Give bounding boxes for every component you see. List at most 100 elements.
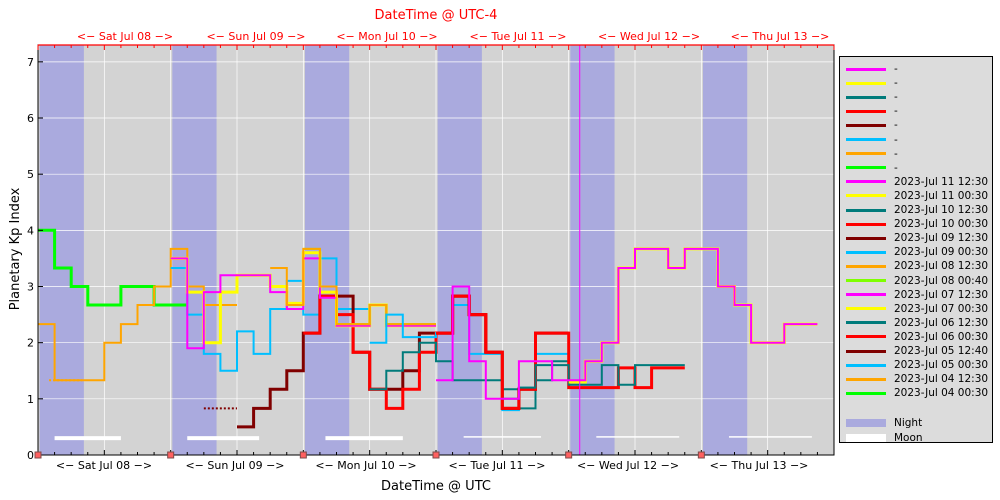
legend-swatch [846, 123, 886, 127]
legend-label: 2023-Jul 09 00:30 [894, 246, 989, 259]
legend-label: 2023-Jul 11 12:30 [894, 175, 989, 188]
legend-swatch [846, 264, 886, 268]
day-marker [697, 451, 705, 459]
legend-entry: 2023-Jul 05 12:40 [846, 344, 988, 358]
bottom-day-labels: <− Sat Jul 08 −> <− Sun Jul 09 −> <− Mon… [56, 459, 808, 472]
moon-bar [463, 436, 542, 438]
legend-label: 2023-Jul 06 00:30 [894, 330, 989, 343]
legend-entry: - [846, 161, 898, 175]
legend-swatch [846, 433, 886, 442]
top-day-label: <− Mon Jul 10 −> [336, 30, 437, 43]
night-band [39, 45, 84, 455]
y-tick-label: 2 [27, 337, 34, 350]
y-tick-label: 7 [27, 56, 34, 69]
legend-entry: - [846, 147, 898, 161]
legend-label: - [894, 133, 898, 146]
legend-swatch [846, 279, 886, 282]
legend-entry: 2023-Jul 09 00:30 [846, 245, 988, 259]
legend-swatch [846, 293, 886, 297]
y-tick-label: 5 [27, 168, 34, 181]
legend-entry: 2023-Jul 05 00:30 [846, 358, 988, 372]
bottom-day-label: <− Mon Jul 10 −> [315, 459, 416, 472]
legend-entry: 2023-Jul 09 12:30 [846, 231, 988, 245]
legend-swatch [846, 166, 886, 170]
top-day-label: <− Wed Jul 12 −> [598, 30, 700, 43]
series-line [270, 247, 436, 326]
legend-swatch [846, 109, 886, 113]
legend-label: 2023-Jul 05 00:30 [894, 359, 989, 372]
series-line [436, 247, 818, 400]
moon-bar [187, 436, 260, 441]
legend-swatch [846, 349, 886, 353]
legend-label: - [894, 161, 898, 174]
bottom-day-label: <− Thu Jul 13 −> [710, 459, 809, 472]
legend-swatch [846, 194, 886, 198]
legend-entry: 2023-Jul 11 12:30 [846, 175, 988, 189]
legend-entry: 2023-Jul 04 12:30 [846, 372, 988, 386]
legend-label: 2023-Jul 05 12:40 [894, 345, 989, 357]
legend-entry: - [846, 118, 898, 132]
legend-swatch [846, 321, 886, 325]
legend-swatch [846, 250, 886, 254]
legend-label: 2023-Jul 09 12:30 [894, 232, 989, 245]
legend-entry: - [846, 76, 898, 90]
legend-swatch [846, 307, 886, 311]
day-marker [432, 451, 440, 459]
top-day-label: <− Thu Jul 13 −> [731, 30, 830, 43]
y-axis-label: Planetary Kp Index [8, 187, 23, 310]
legend-entry: - [846, 133, 898, 147]
top-day-label: <− Sun Jul 09 −> [206, 30, 305, 43]
moon-bar [728, 436, 812, 438]
night-band [570, 45, 615, 455]
legend-swatch [846, 363, 886, 367]
legend-entry: 2023-Jul 08 00:40 [846, 274, 988, 288]
legend-swatch [846, 377, 886, 381]
moon-bar [596, 436, 680, 438]
legend-swatch [846, 222, 886, 226]
legend-entry: 2023-Jul 10 12:30 [846, 203, 988, 217]
legend-swatch [846, 67, 886, 71]
day-marker [299, 451, 307, 459]
legend-swatch [846, 419, 886, 428]
legend-swatch [846, 138, 886, 141]
legend-label: Night [894, 417, 923, 430]
y-tick-label: 4 [27, 224, 34, 237]
series-line [38, 247, 237, 382]
top-axis-title: DateTime @ UTC-4 [375, 8, 498, 23]
legend-label: - [894, 77, 898, 90]
moon-bar [325, 436, 403, 441]
legend-label: 2023-Jul 04 00:30 [894, 387, 989, 400]
legend-label: 2023-Jul 06 12:30 [894, 316, 989, 329]
night-band [172, 45, 217, 455]
y-tick-label: 1 [27, 393, 34, 406]
y-tick-label: 0 [27, 449, 34, 462]
day-marker [565, 451, 573, 459]
legend-label: - [894, 63, 898, 75]
series-line [502, 364, 685, 400]
x-axis-label: DateTime @ UTC [381, 479, 491, 494]
y-tick-label: 6 [27, 112, 34, 125]
legend-label: - [894, 91, 898, 104]
legend-label: - [894, 119, 898, 132]
series-line [369, 341, 569, 410]
legend-swatch [846, 391, 886, 395]
legend-label: 2023-Jul 07 00:30 [894, 302, 989, 315]
legend-label: 2023-Jul 07 12:30 [894, 288, 989, 301]
legend-entry: 2023-Jul 10 00:30 [846, 217, 988, 231]
legend-label: 2023-Jul 08 12:30 [894, 260, 989, 273]
moon-bar [54, 436, 121, 441]
legend-entry: 2023-Jul 08 12:30 [846, 259, 988, 273]
day-marker [167, 451, 175, 459]
bottom-day-label: <− Sat Jul 08 −> [56, 459, 152, 472]
legend-entry: 2023-Jul 06 12:30 [846, 316, 988, 330]
legend-swatch [846, 236, 886, 240]
legend-label: 2023-Jul 11 00:30 [894, 189, 989, 202]
top-day-labels: <− Sat Jul 08 −> <− Sun Jul 09 −> <− Mon… [77, 30, 829, 43]
legend-entry: Moon [846, 431, 923, 445]
legend-label: 2023-Jul 10 12:30 [894, 204, 989, 216]
legend-label: 2023-Jul 10 00:30 [894, 218, 989, 231]
legend-label: 2023-Jul 08 00:40 [894, 274, 989, 287]
night-band [437, 45, 482, 455]
legend-swatch [846, 180, 886, 184]
